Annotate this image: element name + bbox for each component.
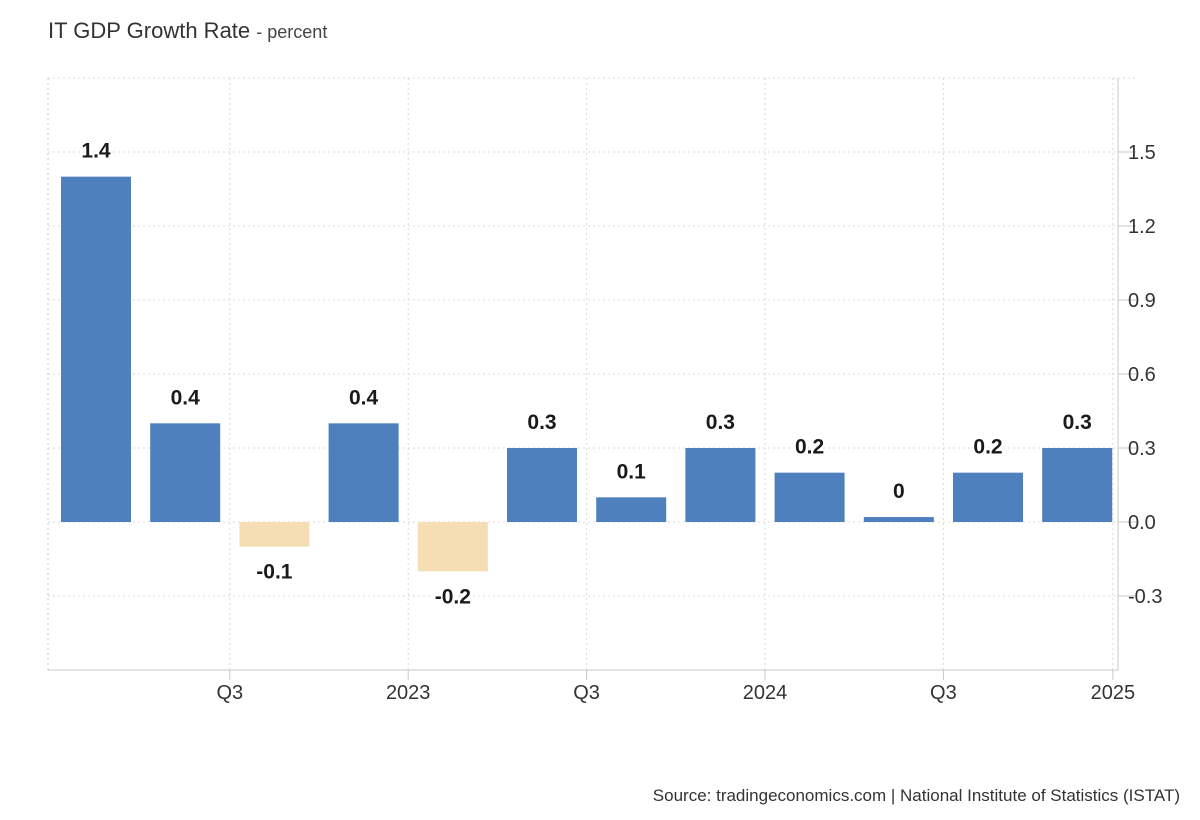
data-label: 0.2 [795,436,824,459]
bar [507,448,577,522]
x-tick-label: 2025 [1091,682,1136,704]
bars [61,176,1113,572]
data-label: 0.3 [527,411,556,434]
data-label: 1.4 [81,140,111,163]
source-note: Source: tradingeconomics.com | National … [652,786,1180,805]
data-label: 0.4 [349,386,379,409]
chart-unit: - percent [256,22,328,42]
y-tick-label: 0.6 [1128,364,1156,386]
data-label: -0.2 [435,585,471,608]
y-tick-label: 1.5 [1128,142,1156,164]
bar [685,448,756,522]
data-labels: 1.4 0.4 -0.1 0.4 -0.2 0.3 0.1 0.3 0.2 0 0.2 0.3 [79,138,1093,611]
y-axis-ticks: -0.3 0.0 0.3 0.6 0.9 1.2 1.5 [1118,142,1162,608]
x-tick-label: Q3 [216,682,243,704]
y-tick-label: 0.9 [1128,290,1156,312]
data-label: 0 [893,480,905,503]
x-axis-ticks: Q3 2023 Q3 2024 Q3 2025 [216,670,1135,704]
y-tick-label: 0.3 [1128,438,1156,460]
x-tick-label: Q3 [573,682,600,704]
bar [1042,448,1113,522]
data-label: 0.1 [617,460,647,483]
x-tick-label: Q3 [930,682,957,704]
y-tick-label: 0.0 [1128,512,1156,534]
bar [61,176,131,522]
data-label: -0.1 [256,561,293,584]
bar [150,423,221,522]
x-tick-label: 2023 [386,682,431,704]
bar [863,517,934,522]
bar [328,423,399,522]
data-label: 0.3 [1063,411,1092,434]
chart-title: IT GDP Growth Rate - percent [48,18,327,44]
y-tick-label: -0.3 [1128,586,1162,608]
data-label: 0.3 [706,411,735,434]
chart-title-text: IT GDP Growth Rate [48,18,251,43]
bar [239,522,310,547]
data-label: 0.2 [973,436,1002,459]
bar [953,472,1023,522]
y-tick-label: 1.2 [1128,216,1156,238]
bar [774,472,845,522]
data-label: 0.4 [171,386,201,409]
x-tick-label: 2024 [743,682,788,704]
bar [596,497,667,522]
grid-lines [48,77,1138,670]
bar [417,522,488,572]
